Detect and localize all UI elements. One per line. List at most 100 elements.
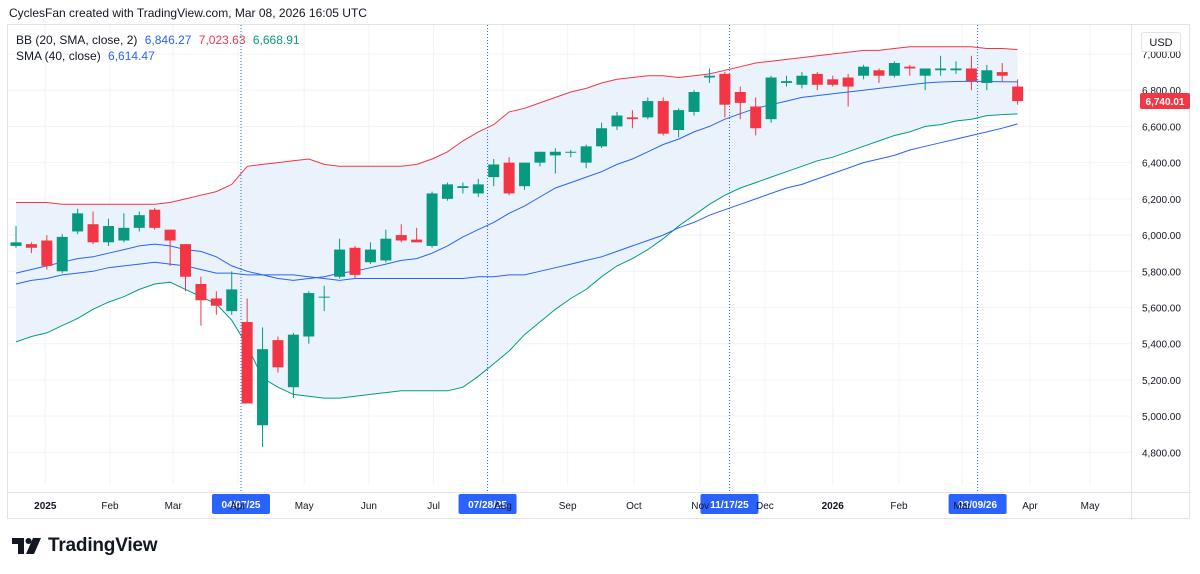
date-marker-label: 03/09/26 <box>958 500 997 511</box>
candle-body <box>318 296 330 298</box>
candle-body <box>935 68 947 71</box>
x-tick-label: Sep <box>559 501 577 512</box>
candle-body <box>549 151 561 156</box>
tradingview-logo-text: TradingView <box>48 535 158 556</box>
y-tick-label: 6,400.00 <box>1142 159 1181 170</box>
candle-body <box>534 151 546 163</box>
currency-button[interactable]: USD <box>1141 32 1181 52</box>
bb-legend-row[interactable]: BB (20, SMA, close, 2) 6,846.27 7,023.63… <box>16 32 300 48</box>
x-tick-label: Jun <box>361 501 377 512</box>
candle-body <box>827 79 839 85</box>
candle-body <box>950 68 962 71</box>
sma-value: 6,614.47 <box>108 49 155 63</box>
y-tick-label: 5,400.00 <box>1142 340 1181 351</box>
sma-legend-label: SMA (40, close) <box>16 49 101 63</box>
y-tick-label: 5,800.00 <box>1142 267 1181 278</box>
x-tick-label: Jul <box>427 501 440 512</box>
x-tick-label: Aug <box>494 501 512 512</box>
date-marker-badge <box>948 494 1007 514</box>
x-tick-label: Mar <box>954 501 972 512</box>
candle-body <box>10 242 22 246</box>
candle-body <box>241 322 253 404</box>
candle-body <box>734 92 746 103</box>
x-tick-label: Feb <box>890 501 908 512</box>
x-tick-label: 2025 <box>34 501 57 512</box>
candle-body <box>72 213 84 232</box>
sma-legend-row[interactable]: SMA (40, close) 6,614.47 <box>16 48 300 64</box>
candle-body <box>380 238 392 261</box>
candle-body <box>257 349 269 426</box>
bb-band-area <box>16 46 1018 399</box>
candle-body <box>334 249 346 277</box>
x-tick-label: Dec <box>756 501 774 512</box>
candles <box>10 55 1024 447</box>
date-marker-label: 07/28/25 <box>468 500 507 511</box>
x-tick-label: Apr <box>1022 501 1038 512</box>
y-tick-label: 5,000.00 <box>1142 412 1181 423</box>
candle-body <box>457 186 469 188</box>
y-tick-label: 6,000.00 <box>1142 231 1181 242</box>
x-tick-label: 2026 <box>822 501 845 512</box>
candle-body <box>781 81 792 83</box>
candle-body <box>842 77 854 87</box>
candle-body <box>164 229 176 241</box>
candle-body <box>626 117 638 120</box>
candle-body <box>796 75 808 85</box>
date-marker-badge <box>458 494 517 514</box>
x-tick-label: Oct <box>626 501 642 512</box>
last-price-label: 6,740.01 <box>1146 97 1185 108</box>
candle-body <box>133 215 145 228</box>
candle-body <box>657 101 669 134</box>
candle-body <box>503 162 515 194</box>
candle-body <box>210 298 222 306</box>
candle-body <box>904 66 916 69</box>
bb-basis-value: 6,846.27 <box>144 33 192 47</box>
x-tick-label: Feb <box>101 501 119 512</box>
candle-body <box>719 73 731 105</box>
candle-body <box>703 75 715 78</box>
bb-legend-label: BB (20, SMA, close, 2) <box>16 33 138 47</box>
candle-body <box>226 289 238 312</box>
candle-body <box>102 226 114 243</box>
date-marker-label: 11/17/25 <box>710 500 749 511</box>
candle-body <box>41 240 53 266</box>
x-tick-label: May <box>1081 501 1100 512</box>
x-tick-label: Mar <box>165 501 183 512</box>
candle-body <box>750 106 762 129</box>
candle-body <box>272 340 284 368</box>
candle-body <box>580 146 592 163</box>
candle-body <box>611 115 623 127</box>
candle-body <box>25 244 37 248</box>
candle-body <box>118 227 130 241</box>
candle-body <box>919 68 931 76</box>
candle-body <box>56 236 68 272</box>
y-tick-label: 7,000.00 <box>1142 50 1181 61</box>
candle-body <box>287 334 299 388</box>
date-marker-badge <box>700 494 759 514</box>
date-marker-label: 04/07/25 <box>222 500 261 511</box>
candle-body <box>673 110 685 131</box>
x-tick-label: May <box>295 501 314 512</box>
chart-panel[interactable]: 04/07/25 07/28/25 11/17/25 03/09/26 4,800.0… <box>7 24 1191 520</box>
tradingview-logo[interactable]: TradingView <box>12 535 158 557</box>
price-chart[interactable]: 04/07/25 07/28/25 11/17/25 03/09/26 4,800.0… <box>8 25 1191 520</box>
candle-body <box>441 184 453 199</box>
candle-body <box>149 209 161 228</box>
candle-body <box>195 283 207 301</box>
candle-body <box>472 184 484 194</box>
candle-body <box>364 249 376 263</box>
indicator-legend[interactable]: BB (20, SMA, close, 2) 6,846.27 7,023.63… <box>16 32 300 64</box>
bb-lower-value: 6,668.91 <box>252 33 300 47</box>
candle-body <box>765 77 777 120</box>
y-tick-label: 5,600.00 <box>1142 304 1181 315</box>
candle-body <box>811 73 823 85</box>
price-axis: 4,800.00 5,000.00 5,200.00 5,400.00 5,600.00… <box>1131 25 1190 520</box>
candle-body <box>395 235 407 241</box>
candle-body <box>565 151 577 153</box>
candle-body <box>87 224 99 243</box>
candle-body <box>1012 86 1024 102</box>
candle-body <box>642 101 654 118</box>
bb-upper-line <box>16 46 1018 205</box>
candle-body <box>411 239 423 243</box>
tradingview-logo-icon <box>12 538 41 554</box>
